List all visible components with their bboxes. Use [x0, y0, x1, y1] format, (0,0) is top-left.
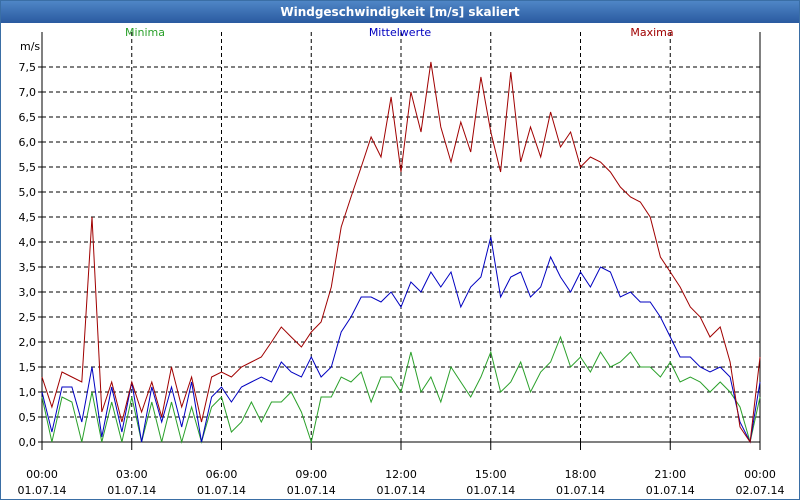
- x-tick-labels: 00:00 01.07.14 03:00 01.07.14 06:00 01.07.14 0…: [18, 442, 785, 497]
- x-tick-time: 21:00: [654, 468, 686, 481]
- y-tick-label: 5,0: [19, 186, 37, 199]
- legend-mittelwerte: Mittelwerte: [369, 26, 432, 39]
- legend-maxima: Maxima: [630, 26, 673, 39]
- y-tick-label: 6,0: [19, 136, 37, 149]
- series-line-maxima: [41, 61, 761, 444]
- x-tick-time: 00:00: [744, 468, 776, 481]
- x-tick-time: 18:00: [565, 468, 597, 481]
- y-tick-label: 2,0: [19, 336, 37, 349]
- x-tick-date: 01.07.14: [646, 484, 695, 497]
- x-tick-date: 01.07.14: [377, 484, 426, 497]
- y-tick-label: 7,0: [19, 86, 37, 99]
- x-tick-date: 02.07.14: [736, 484, 785, 497]
- x-tick-time: 03:00: [116, 468, 148, 481]
- x-tick-time: 09:00: [295, 468, 327, 481]
- y-tick-label: 4,5: [19, 211, 37, 224]
- y-tick-labels: 0,0 0,5 1,0 1,5 2,0 2,5 3,0 3,5 4,0 4,5 5,0 5,5 6,0 6…: [19, 61, 42, 449]
- y-tick-label: 5,5: [19, 161, 37, 174]
- x-tick-time: 15:00: [475, 468, 507, 481]
- x-tick-date: 01.07.14: [287, 484, 336, 497]
- y-tick-label: 0,5: [19, 411, 37, 424]
- y-tick-label: 2,5: [19, 311, 37, 324]
- x-tick-time: 06:00: [206, 468, 238, 481]
- x-tick-time: 12:00: [385, 468, 417, 481]
- x-tick-date: 01.07.14: [556, 484, 605, 497]
- legend-minima: Minima: [125, 26, 165, 39]
- y-tick-label: 7,5: [19, 61, 37, 74]
- x-tick-date: 01.07.14: [107, 484, 156, 497]
- x-tick-date: 01.07.14: [18, 484, 67, 497]
- series-line-mittelwerte: [41, 236, 761, 444]
- x-tick-date: 01.07.14: [466, 484, 515, 497]
- y-tick-label: 3,0: [19, 286, 37, 299]
- y-tick-label: 0,0: [19, 436, 37, 449]
- y-tick-label: 4,0: [19, 236, 37, 249]
- series-lines: [41, 61, 761, 444]
- y-tick-label: 3,5: [19, 261, 37, 274]
- x-tick-date: 01.07.14: [197, 484, 246, 497]
- legend: Minima Mittelwerte Maxima: [125, 26, 674, 39]
- series-line-minima: [41, 335, 761, 444]
- y-tick-label: 1,5: [19, 361, 37, 374]
- y-tick-label: 1,0: [19, 386, 37, 399]
- y-tick-label: 6,5: [19, 111, 37, 124]
- grid: [42, 32, 760, 442]
- chart-title: Windgeschwindigkeit [m/s] skaliert: [1, 1, 799, 23]
- y-axis-label: m/s: [20, 40, 40, 53]
- x-tick-time: 00:00: [26, 468, 58, 481]
